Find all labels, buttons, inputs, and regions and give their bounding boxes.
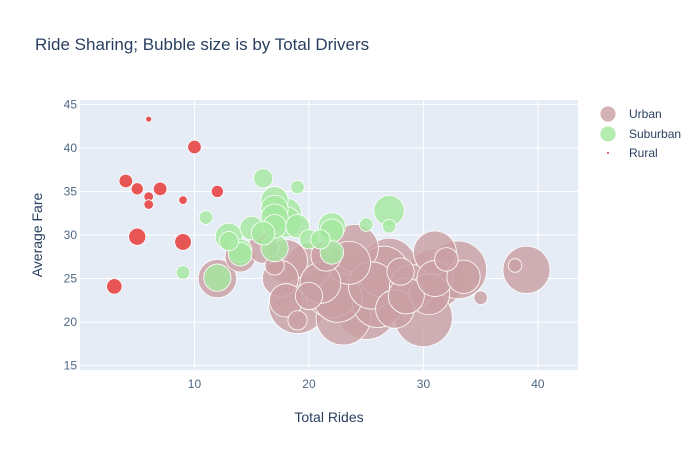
bubble-urban xyxy=(386,257,415,286)
bubble-suburban xyxy=(359,217,374,232)
y-tick-label: 30 xyxy=(64,228,78,242)
y-tick-label: 25 xyxy=(64,272,78,286)
y-tick-label: 40 xyxy=(64,141,78,155)
bubble-urban xyxy=(502,245,551,294)
x-tick-label: 30 xyxy=(417,377,431,391)
x-tick-label: 10 xyxy=(188,377,202,391)
bubble-suburban xyxy=(198,210,214,225)
bubble-urban xyxy=(473,290,488,305)
legend-marker-suburban xyxy=(599,125,617,143)
legend-marker-urban xyxy=(599,105,617,123)
bubble-suburban xyxy=(250,221,276,246)
bubble-urban xyxy=(287,310,308,331)
points-layer xyxy=(106,115,551,347)
bubble-urban xyxy=(294,281,323,310)
bubble-rural xyxy=(187,139,202,155)
x-tick-label: 40 xyxy=(531,377,545,391)
tick-layer: 10 20 30 40 15 20 25 30 35 40 45 xyxy=(64,97,545,391)
bubble-rural xyxy=(174,233,192,251)
legend-marker-rural xyxy=(606,151,610,155)
bubble-urban xyxy=(507,258,523,273)
bubble-suburban xyxy=(310,229,331,250)
bubble-suburban xyxy=(203,263,232,292)
bubble-rural xyxy=(145,115,153,123)
x-axis-title: Total Rides xyxy=(294,409,363,425)
chart-title: Ride Sharing; Bubble size is by Total Dr… xyxy=(35,35,369,54)
bubble-suburban xyxy=(290,179,305,195)
bubble-rural xyxy=(178,195,188,205)
y-tick-label: 15 xyxy=(64,359,78,373)
y-tick-label: 45 xyxy=(64,97,78,111)
bubble-rural xyxy=(210,184,224,198)
bubble-suburban xyxy=(253,168,274,189)
bubble-suburban xyxy=(175,265,191,280)
bubble-urban xyxy=(434,247,459,272)
bubble-rural xyxy=(106,278,123,295)
legend-label-suburban[interactable]: Suburban xyxy=(629,127,681,141)
bubble-rural xyxy=(152,181,168,197)
bubble-suburban xyxy=(381,219,397,234)
bubble-suburban xyxy=(218,231,239,252)
x-tick-label: 20 xyxy=(302,377,316,391)
legend-label-rural[interactable]: Rural xyxy=(629,146,658,160)
y-axis-title: Average Fare xyxy=(29,193,45,278)
legend-label-urban[interactable]: Urban xyxy=(629,107,662,121)
y-tick-label: 35 xyxy=(64,184,78,198)
bubble-rural xyxy=(118,173,133,189)
bubble-rural xyxy=(130,182,144,196)
bubble-rural xyxy=(143,199,154,210)
bubble-rural xyxy=(128,227,147,246)
legend: Urban Suburban Rural xyxy=(599,105,681,160)
bubble-urban xyxy=(446,259,481,294)
y-tick-label: 20 xyxy=(64,315,78,329)
